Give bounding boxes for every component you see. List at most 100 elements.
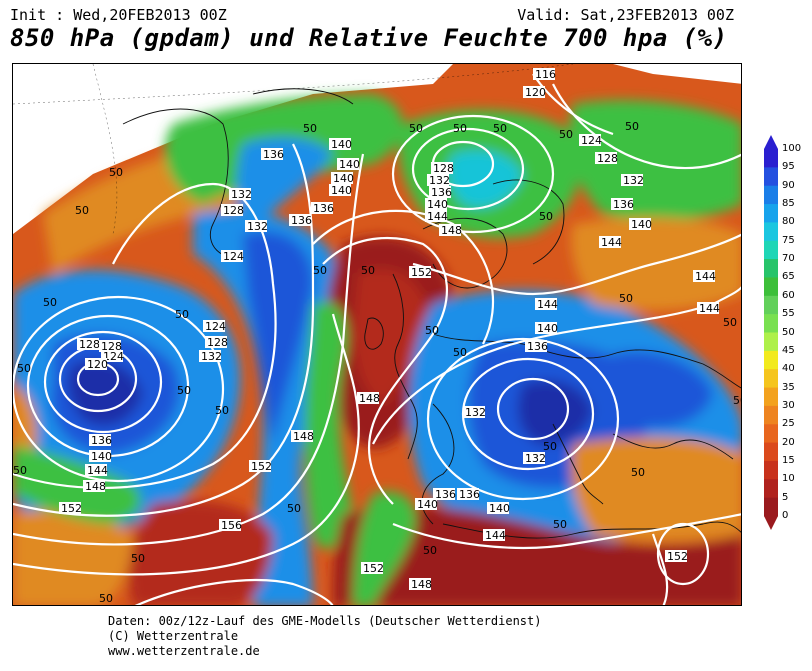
rh-label: 50: [109, 166, 123, 179]
svg-text:152: 152: [251, 460, 272, 473]
colorbar-tick-label: 85: [782, 198, 795, 210]
svg-text:148: 148: [441, 224, 462, 237]
contour-label: 136: [525, 340, 548, 353]
svg-text:136: 136: [91, 434, 112, 447]
contour-label: 128: [221, 204, 244, 217]
credits: Daten: 00z/12z-Lauf des GME-Modells (Deu…: [108, 614, 541, 659]
valid-time: Valid: Sat,23FEB2013 00Z: [517, 6, 734, 24]
svg-text:132: 132: [247, 220, 268, 233]
colorbar-tick-label: 5: [782, 491, 789, 503]
colorbar-cell: [764, 222, 778, 242]
colorbar-tick-label: 25: [782, 418, 795, 430]
contour-label: 144: [693, 270, 716, 283]
svg-text:132: 132: [525, 452, 546, 465]
svg-text:144: 144: [695, 270, 716, 283]
colorbar-tick-label: 15: [782, 454, 795, 466]
map-svg: 116 120 124 128 132 136 140 144 144 128 …: [13, 64, 741, 605]
website: www.wetterzentrale.de: [108, 644, 260, 658]
svg-text:124: 124: [103, 350, 124, 363]
svg-text:50: 50: [131, 552, 145, 565]
contour-label: 140: [329, 184, 352, 197]
svg-text:156: 156: [221, 519, 242, 532]
svg-text:50: 50: [409, 122, 423, 135]
colorbar-cell: [764, 295, 778, 315]
svg-text:50: 50: [13, 464, 27, 477]
contour-label: 144: [535, 298, 558, 311]
svg-text:136: 136: [527, 340, 548, 353]
svg-text:144: 144: [485, 529, 506, 542]
svg-text:50: 50: [177, 384, 191, 397]
contour-label: 136: [433, 488, 456, 501]
contour-label: 144: [425, 210, 448, 223]
svg-text:50: 50: [423, 544, 437, 557]
contour-label: 152: [59, 502, 82, 515]
colorbar-cell: [764, 460, 778, 480]
svg-text:152: 152: [667, 550, 688, 563]
svg-text:124: 124: [205, 320, 226, 333]
rh-label: 50: [723, 316, 737, 329]
contour-label: 120: [523, 86, 546, 99]
svg-text:152: 152: [411, 266, 432, 279]
rh-label: 50: [175, 308, 189, 321]
svg-text:50: 50: [625, 120, 639, 133]
rh-label: 50: [543, 440, 557, 453]
svg-text:50: 50: [619, 292, 633, 305]
colorbar-tick-label: 55: [782, 308, 795, 320]
rh-label: 50: [619, 292, 633, 305]
svg-text:50: 50: [17, 362, 31, 375]
svg-text:152: 152: [61, 502, 82, 515]
colorbar-tick-label: 60: [782, 289, 795, 301]
contour-label: 156: [219, 519, 242, 532]
svg-text:50: 50: [313, 264, 327, 277]
contour-label: 140: [331, 172, 354, 185]
svg-text:136: 136: [435, 488, 456, 501]
contour-label: 140: [629, 218, 652, 231]
svg-text:128: 128: [223, 204, 244, 217]
contour-labels: 116 120 124 128 132 136 140 144 144 128 …: [13, 68, 741, 605]
contour-label: 140: [487, 502, 510, 515]
svg-text:50: 50: [553, 518, 567, 531]
colorbar-tick-label: 80: [782, 216, 795, 228]
data-source: Daten: 00z/12z-Lauf des GME-Modells (Deu…: [108, 614, 542, 628]
contour-label: 124: [203, 320, 226, 333]
colorbar-cell: [764, 479, 778, 499]
contour-label: 152: [409, 266, 432, 279]
colorbar-cell: [764, 259, 778, 278]
contour-label: 136: [457, 488, 480, 501]
svg-text:50: 50: [75, 204, 89, 217]
contour-label: 152: [249, 460, 272, 473]
rh-label: 50: [453, 122, 467, 135]
svg-text:116: 116: [535, 68, 556, 81]
contour-label: 152: [361, 562, 384, 575]
rh-label: 50: [287, 502, 301, 515]
colorbar-tick-label: 35: [782, 381, 795, 393]
colorbar-cell: [764, 497, 778, 517]
svg-text:50: 50: [425, 324, 439, 337]
rh-label: 50: [313, 264, 327, 277]
svg-text:152: 152: [363, 562, 384, 575]
colorbar-cell: [764, 424, 778, 444]
svg-text:140: 140: [537, 322, 558, 335]
svg-text:50: 50: [303, 122, 317, 135]
rh-label: 50: [177, 384, 191, 397]
contour-label: 128: [205, 336, 228, 349]
colorbar-cell: [764, 332, 778, 352]
contour-label: 136: [89, 434, 112, 447]
svg-text:50: 50: [453, 346, 467, 359]
colorbar-tick-label: 0: [782, 510, 789, 521]
colorbar-cell: [764, 240, 778, 260]
contour-label: 132: [523, 452, 546, 465]
svg-text:136: 136: [313, 202, 334, 215]
colorbar-cell: [764, 204, 778, 223]
svg-text:50: 50: [99, 592, 113, 605]
svg-text:50: 50: [175, 308, 189, 321]
contour-label: 140: [535, 322, 558, 335]
contour-label: 120: [85, 358, 108, 371]
rh-label: 50: [75, 204, 89, 217]
colorbar-cell: [764, 405, 778, 425]
svg-text:50: 50: [453, 122, 467, 135]
svg-text:50: 50: [43, 296, 57, 309]
svg-text:144: 144: [699, 302, 720, 315]
colorbar-top-arrow: [764, 135, 778, 149]
rh-label: 50: [13, 464, 27, 477]
